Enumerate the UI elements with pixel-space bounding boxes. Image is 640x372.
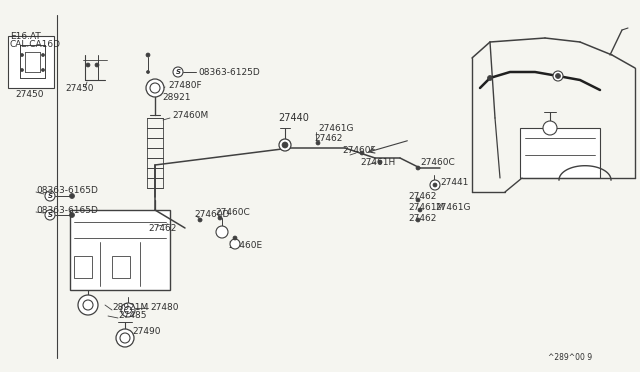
- Circle shape: [233, 236, 237, 240]
- Circle shape: [45, 191, 55, 201]
- Text: 27460C: 27460C: [420, 157, 455, 167]
- FancyBboxPatch shape: [520, 128, 600, 178]
- Circle shape: [279, 139, 291, 151]
- Circle shape: [316, 141, 320, 145]
- Text: 27460F: 27460F: [342, 145, 376, 154]
- Text: 28921: 28921: [162, 93, 191, 102]
- Text: 27490: 27490: [132, 327, 161, 337]
- Circle shape: [173, 67, 183, 77]
- Circle shape: [556, 74, 561, 78]
- Text: S: S: [175, 69, 180, 75]
- Circle shape: [230, 239, 240, 249]
- Circle shape: [488, 76, 493, 80]
- FancyBboxPatch shape: [74, 256, 92, 278]
- Text: E16.AT: E16.AT: [10, 32, 41, 41]
- Text: 27460D: 27460D: [194, 209, 229, 218]
- Circle shape: [198, 218, 202, 222]
- Text: 27462: 27462: [408, 192, 436, 201]
- Circle shape: [78, 295, 98, 315]
- Circle shape: [430, 180, 440, 190]
- Circle shape: [150, 83, 160, 93]
- Text: 27461H: 27461H: [360, 157, 396, 167]
- Text: 08363-6165D: 08363-6165D: [36, 186, 98, 195]
- Text: 27485: 27485: [118, 311, 147, 321]
- Text: S: S: [47, 212, 52, 218]
- Circle shape: [146, 79, 164, 97]
- Text: 27460M: 27460M: [172, 110, 208, 119]
- Circle shape: [20, 54, 24, 57]
- Circle shape: [120, 333, 130, 343]
- Text: 27461M: 27461M: [408, 202, 444, 212]
- Circle shape: [70, 193, 74, 199]
- Text: 27440: 27440: [278, 113, 309, 123]
- Text: 27462: 27462: [148, 224, 177, 232]
- Text: 27462: 27462: [314, 134, 342, 142]
- Circle shape: [378, 160, 382, 164]
- Circle shape: [553, 71, 563, 81]
- Text: S: S: [47, 193, 52, 199]
- Text: 27461G: 27461G: [435, 202, 470, 212]
- Circle shape: [116, 329, 134, 347]
- Circle shape: [20, 68, 24, 71]
- Circle shape: [42, 68, 45, 71]
- Circle shape: [218, 216, 222, 220]
- FancyBboxPatch shape: [112, 256, 130, 278]
- Circle shape: [360, 151, 364, 155]
- Circle shape: [543, 121, 557, 135]
- Circle shape: [45, 210, 55, 220]
- FancyBboxPatch shape: [8, 36, 54, 88]
- Text: 27462: 27462: [408, 214, 436, 222]
- Circle shape: [42, 54, 45, 57]
- Text: 27450: 27450: [15, 90, 44, 99]
- Circle shape: [70, 212, 74, 218]
- Text: 28921M: 28921M: [112, 304, 148, 312]
- Text: 27480: 27480: [150, 304, 179, 312]
- Circle shape: [95, 63, 99, 67]
- Text: 27461G: 27461G: [318, 124, 353, 132]
- Text: 27441: 27441: [440, 177, 468, 186]
- Circle shape: [86, 63, 90, 67]
- Text: 08363-6125D: 08363-6125D: [198, 67, 260, 77]
- Circle shape: [282, 142, 288, 148]
- Circle shape: [433, 183, 437, 187]
- Circle shape: [416, 166, 420, 170]
- Text: 27450: 27450: [65, 83, 93, 93]
- Circle shape: [146, 53, 150, 57]
- Text: 27460E: 27460E: [228, 241, 262, 250]
- Circle shape: [416, 198, 420, 202]
- Circle shape: [418, 208, 422, 212]
- Text: 08363-6165D: 08363-6165D: [36, 205, 98, 215]
- Circle shape: [125, 307, 131, 314]
- Text: CAL.CA16D: CAL.CA16D: [10, 39, 61, 48]
- Circle shape: [121, 303, 135, 317]
- Text: 27480F: 27480F: [168, 80, 202, 90]
- Text: 27460C: 27460C: [215, 208, 250, 217]
- Circle shape: [147, 71, 150, 74]
- Circle shape: [216, 226, 228, 238]
- Circle shape: [416, 218, 420, 222]
- Text: ^289^00 9: ^289^00 9: [548, 353, 592, 362]
- FancyBboxPatch shape: [70, 210, 170, 290]
- Circle shape: [83, 300, 93, 310]
